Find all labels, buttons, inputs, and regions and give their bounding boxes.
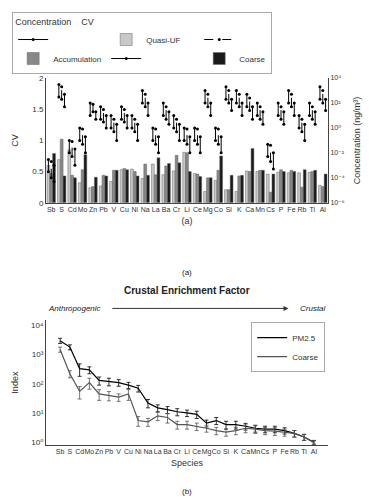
svg-text:Ce: Ce [193,206,202,213]
svg-text:1.5: 1.5 [32,105,44,114]
svg-text:Zn: Zn [89,206,97,213]
svg-text:V: V [112,206,117,213]
svg-text:Cu: Cu [120,206,129,213]
svg-text:10⁴: 10⁴ [330,74,341,81]
svg-text:Pb: Pb [105,448,114,455]
svg-text:Fe: Fe [287,206,295,213]
svg-text:Pb: Pb [99,206,108,213]
svg-text:Al: Al [311,448,318,455]
svg-text:(a): (a) [182,268,192,277]
svg-text:Mn: Mn [255,206,265,213]
svg-text:Ca: Ca [245,206,254,213]
svg-text:Co: Co [214,206,223,213]
svg-text:10⁻⁴: 10⁻⁴ [330,174,345,181]
svg-text:Anthropogenic: Anthropogenic [48,304,101,313]
svg-text:Mg: Mg [203,206,213,214]
svg-text:10¹: 10¹ [32,409,44,418]
svg-text:Na: Na [143,448,152,455]
svg-text:10⁰: 10⁰ [31,438,43,447]
svg-text:Ni: Ni [131,206,138,213]
svg-text:10²: 10² [330,99,341,106]
svg-text:Concentration (ng/m³): Concentration (ng/m³) [353,97,363,185]
svg-text:Cs: Cs [266,206,275,213]
svg-text:La: La [152,206,160,213]
svg-text:P: P [279,206,284,213]
svg-text:Crustal: Crustal [300,304,326,313]
svg-text:2: 2 [39,74,44,83]
svg-text:Co: Co [212,448,221,455]
svg-text:Ce: Ce [192,448,201,455]
svg-text:Index: Index [10,371,20,394]
svg-text:Cu: Cu [124,448,133,455]
svg-text:Mo: Mo [85,448,95,455]
svg-text:Coarse: Coarse [292,353,318,362]
svg-text:10⁰: 10⁰ [330,124,341,131]
svg-text:Ba: Ba [162,206,171,213]
svg-text:Fe: Fe [281,448,289,455]
svg-text:Ti: Ti [301,448,307,455]
svg-text:10²: 10² [32,380,44,389]
svg-text:Cd: Cd [68,206,77,213]
svg-text:0: 0 [39,199,44,208]
svg-text:Cr: Cr [173,206,181,213]
svg-text:Quasi-UF: Quasi-UF [146,36,180,45]
svg-text:Ti: Ti [310,206,316,213]
svg-text:Cs: Cs [261,448,270,455]
svg-text:Si: Si [226,206,233,213]
svg-text:Zn: Zn [95,448,103,455]
svg-text:Cr: Cr [174,448,182,455]
svg-text:Li: Li [184,448,190,455]
svg-text:K: K [233,448,238,455]
svg-text:Concentration CV: Concentration CV [15,17,94,27]
svg-text:P: P [273,448,278,455]
svg-text:Na: Na [141,206,150,213]
svg-text:Accumulation: Accumulation [53,55,101,64]
svg-text:10⁻⁶: 10⁻⁶ [330,199,344,206]
svg-text:Al: Al [320,206,327,213]
svg-text:1: 1 [39,136,44,145]
svg-text:10⁴: 10⁴ [31,321,44,330]
svg-text:Ba: Ba [163,448,172,455]
svg-text:Ni: Ni [135,448,142,455]
svg-text:Coarse: Coarse [239,55,265,64]
svg-text:CV: CV [10,134,20,147]
svg-text:K: K [237,206,242,213]
svg-text:10³: 10³ [32,350,44,359]
svg-text:Rb: Rb [297,206,306,213]
svg-text:S: S [68,448,73,455]
svg-text:Rb: Rb [290,448,299,455]
svg-text:0.5: 0.5 [32,167,44,176]
svg-text:PM2.5: PM2.5 [292,334,316,343]
svg-text:Sb: Sb [47,206,56,213]
svg-text:Species: Species [171,458,204,468]
svg-text:Li: Li [184,206,190,213]
svg-text:Mn: Mn [250,448,260,455]
svg-text:S: S [59,206,64,213]
svg-text:Crustal Enrichment Factor: Crustal Enrichment Factor [124,285,250,296]
svg-text:La: La [154,448,162,455]
svg-text:Cd: Cd [75,448,84,455]
svg-text:Ca: Ca [241,448,250,455]
svg-text:(b): (b) [182,487,192,496]
svg-text:Sb: Sb [56,448,65,455]
svg-text:(a): (a) [182,216,193,226]
svg-text:Mo: Mo [78,206,88,213]
svg-text:10⁻²: 10⁻² [330,149,344,156]
svg-text:Si: Si [223,448,230,455]
svg-text:Mg: Mg [202,448,212,456]
svg-text:V: V [116,448,121,455]
